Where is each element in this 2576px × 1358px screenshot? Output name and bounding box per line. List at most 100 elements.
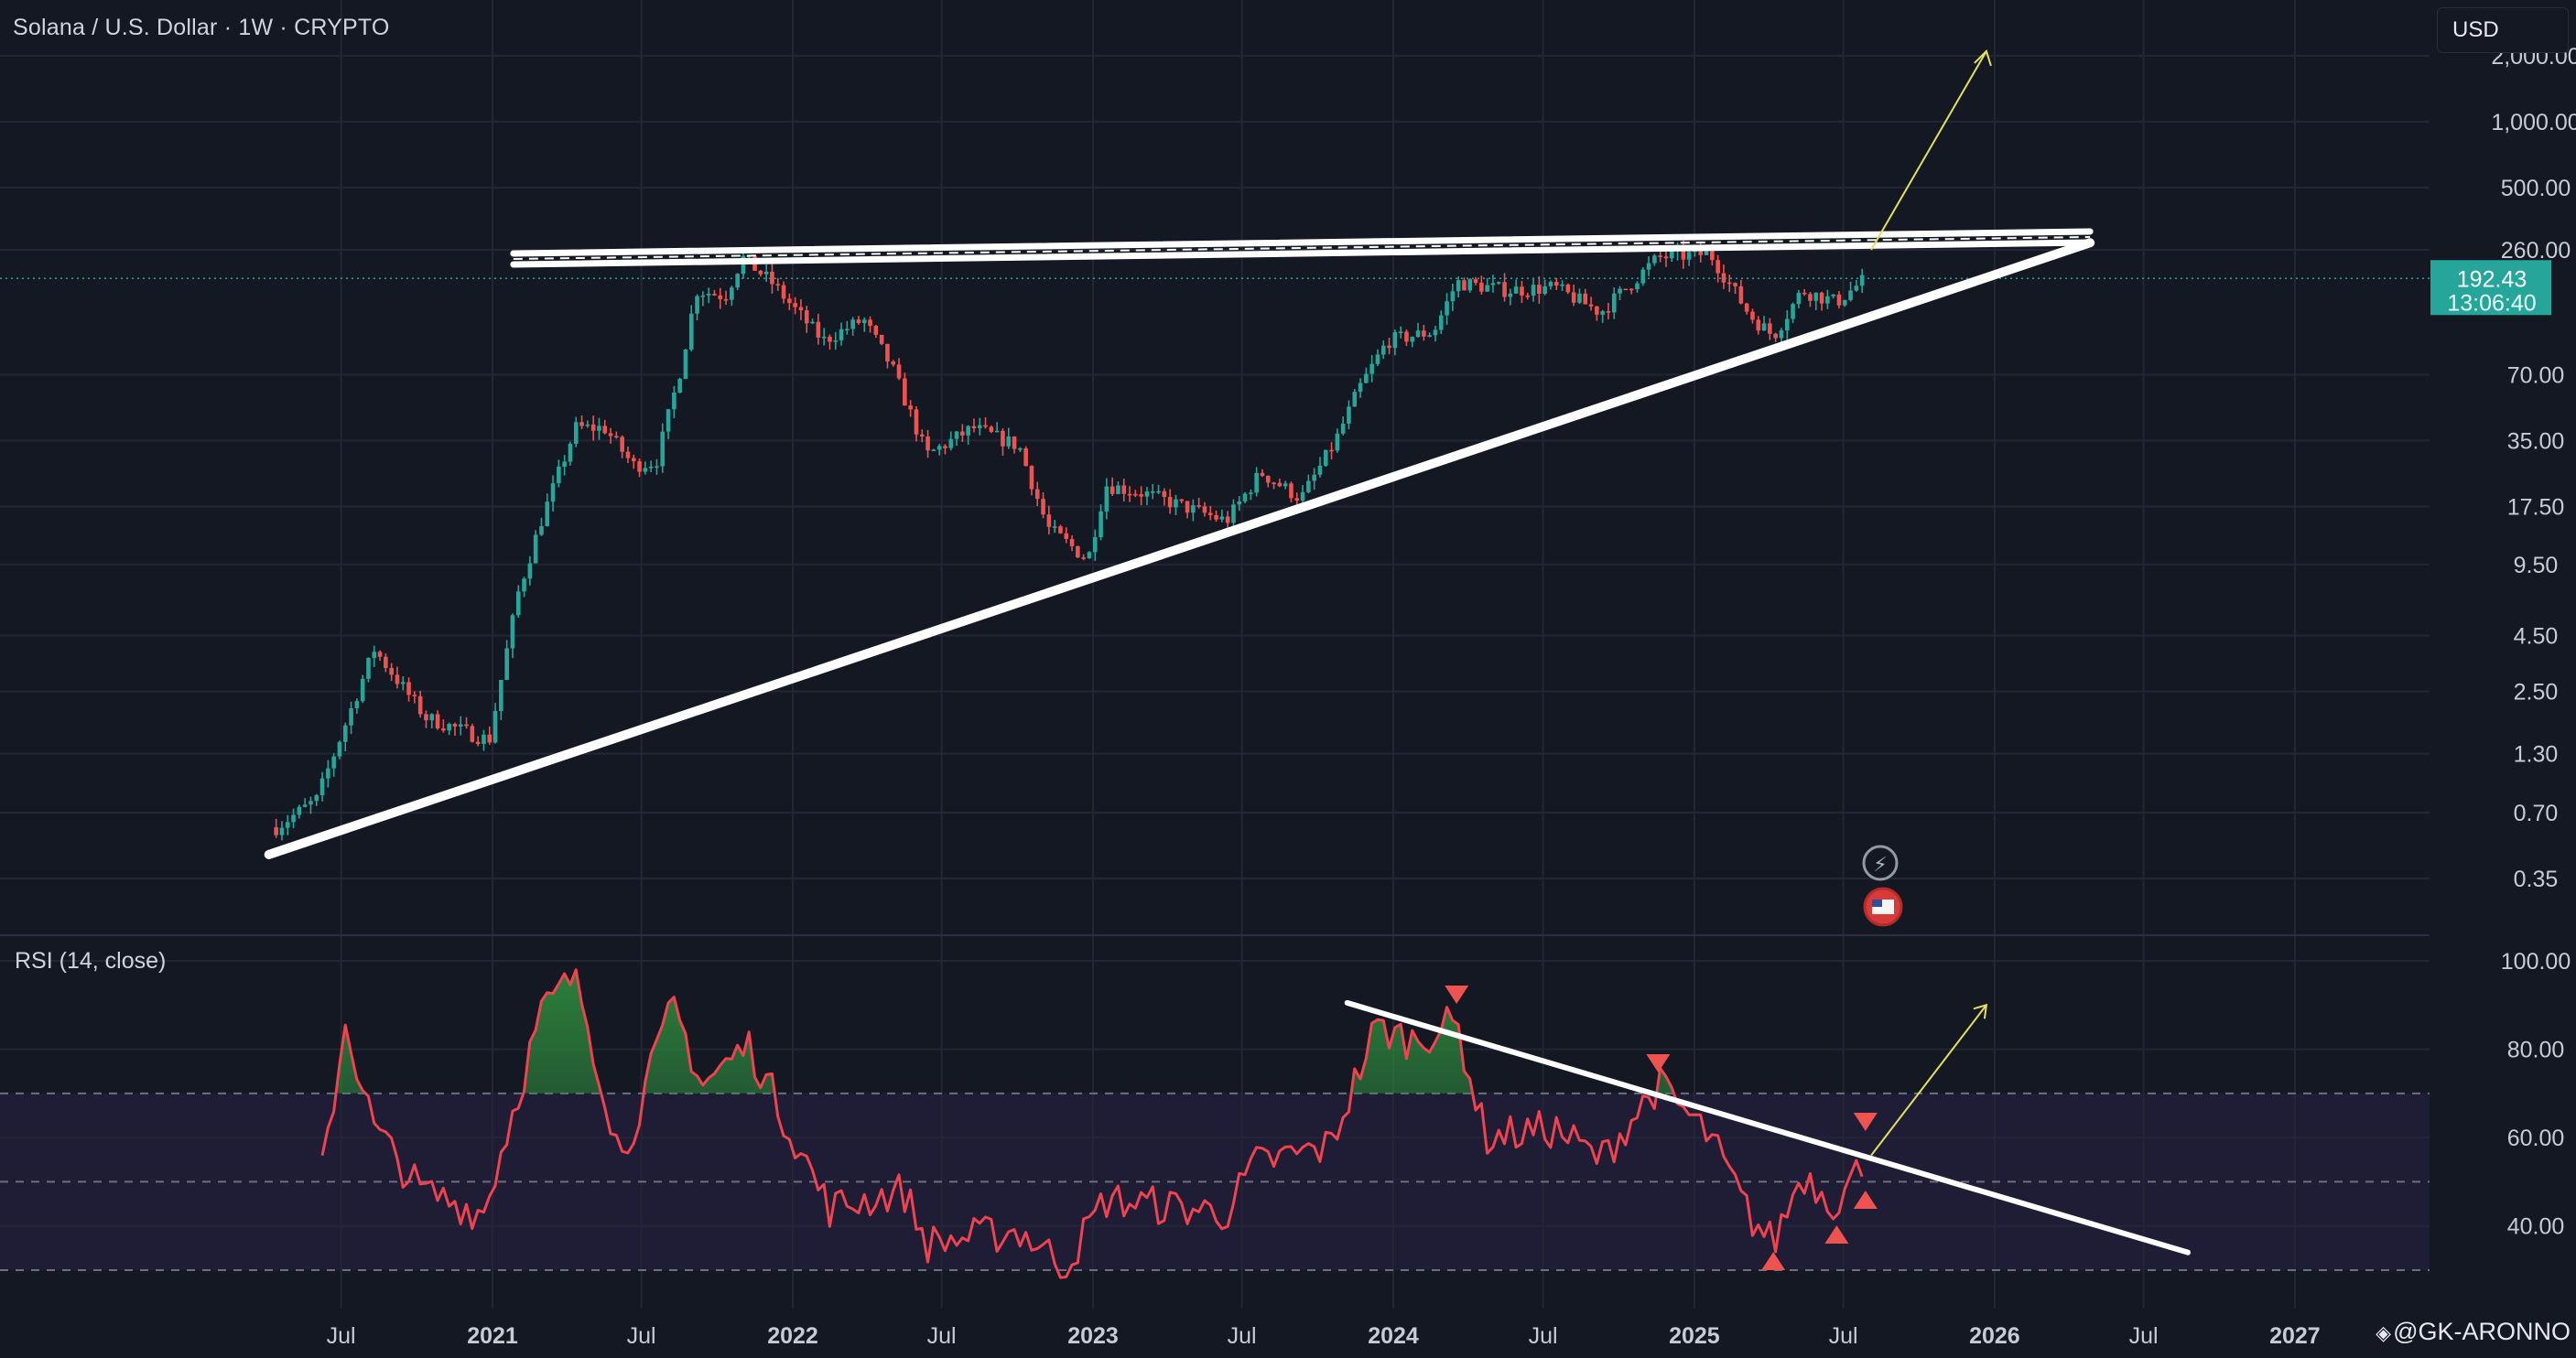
candle (1300, 485, 1305, 506)
candle (770, 264, 774, 294)
candle-body (1092, 537, 1098, 553)
candle-body (1531, 285, 1536, 296)
candle (861, 317, 867, 332)
candle-body (1415, 330, 1421, 338)
candle-body (1721, 273, 1726, 283)
candle-body (349, 708, 353, 726)
candle-body (861, 319, 867, 324)
candle-body (1560, 284, 1564, 286)
rsi-overbought-fill (336, 969, 1674, 1094)
candle (625, 446, 631, 464)
candle (1029, 465, 1034, 496)
candle-body (590, 424, 596, 431)
candle-body (868, 319, 872, 327)
candle (1272, 481, 1276, 490)
candle (1836, 291, 1842, 309)
candle (1283, 480, 1288, 490)
candle (1317, 457, 1323, 478)
candle-body (1669, 251, 1674, 259)
candle-body (1588, 304, 1594, 307)
candle-body (389, 667, 394, 675)
candle-body (914, 409, 919, 435)
rsi-line (320, 968, 1864, 1279)
currency-selector[interactable]: USD (2437, 7, 2569, 53)
candle (1150, 483, 1155, 500)
candle (1312, 468, 1316, 490)
candle-body (1791, 304, 1795, 319)
candle-body (781, 285, 786, 299)
candle-body (989, 426, 994, 432)
candle-body (1306, 480, 1311, 492)
candle (1761, 316, 1767, 331)
candle-body (354, 701, 360, 709)
candle (718, 287, 723, 309)
candle-body (1854, 286, 1859, 291)
candle-body (1277, 482, 1283, 487)
candle-body (1565, 284, 1571, 293)
candle (723, 290, 729, 306)
price-tick-label: 35.00 (2507, 428, 2565, 454)
candle-body (775, 284, 781, 286)
candle (1796, 289, 1802, 308)
candle (1335, 428, 1340, 453)
candle (590, 415, 596, 441)
resistance-line-upper (510, 228, 2094, 257)
candle-body (291, 814, 296, 823)
candle-body (1099, 511, 1103, 538)
earnings-event-icon (1862, 845, 1899, 881)
candle (1052, 520, 1057, 534)
candle (470, 723, 475, 743)
candle (620, 435, 624, 458)
candle-body (1640, 269, 1646, 284)
candle-body (527, 563, 533, 579)
candle-body (568, 443, 573, 462)
candle-body (936, 446, 942, 450)
candle-body (845, 329, 850, 331)
candle-body (562, 461, 567, 467)
candle-body (1064, 533, 1069, 539)
candle-body (424, 714, 428, 721)
candle (896, 358, 902, 381)
candle-body (971, 426, 977, 428)
candle (372, 645, 377, 668)
candle-body (504, 648, 509, 680)
candle-body (891, 361, 896, 365)
candle-body (1104, 486, 1109, 512)
candle (482, 729, 486, 751)
candle (1237, 496, 1242, 512)
candle-body (1191, 505, 1196, 513)
candle-body (816, 321, 821, 338)
rsi-projection-arrowhead (1973, 1003, 1988, 1019)
candle (816, 313, 821, 345)
candle-body (1404, 331, 1409, 342)
lightning-glyph: ⚡ (1873, 854, 1887, 877)
candle (349, 701, 353, 735)
candle (550, 475, 556, 512)
candle-body (1364, 373, 1369, 383)
candle-body (770, 271, 774, 285)
candle-body (758, 270, 763, 275)
rsi-descending-trendline (1344, 999, 2192, 1256)
candle-body (648, 466, 654, 469)
candle-body (274, 826, 278, 835)
price-tick-label: 1,000.00 (2491, 110, 2576, 135)
candle-body (1237, 501, 1242, 505)
candle (828, 334, 832, 350)
candle-body (1052, 526, 1057, 528)
candle (1553, 277, 1559, 290)
candle (700, 291, 706, 307)
candle-body (983, 425, 988, 427)
candle-body (948, 438, 954, 448)
candle (1249, 489, 1253, 501)
rsi-tick-label: 40.00 (2507, 1214, 2565, 1240)
candle (1046, 505, 1052, 535)
candle (533, 530, 538, 564)
candle (914, 406, 919, 442)
candle (885, 343, 890, 369)
bullish-signal-marker (1853, 1191, 1878, 1209)
candle-body (931, 449, 936, 452)
candle-body (1294, 498, 1300, 501)
candle-body (515, 591, 521, 616)
candle-body (614, 436, 619, 438)
